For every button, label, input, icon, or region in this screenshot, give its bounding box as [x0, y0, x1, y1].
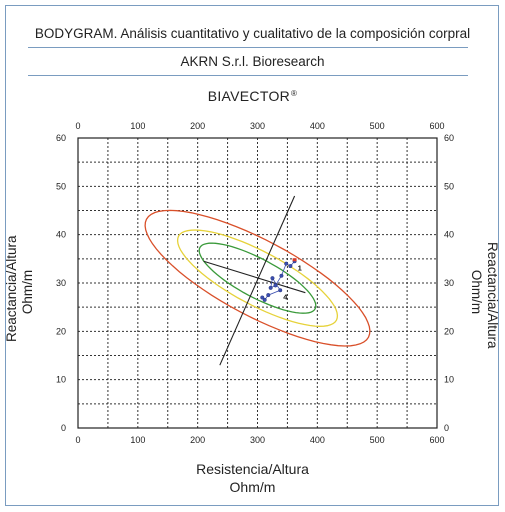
data-point — [260, 295, 265, 300]
x-tick-label-bottom: 0 — [75, 435, 80, 445]
ellipse-axes — [203, 195, 306, 366]
chart-title: BIAVECTOR® — [207, 88, 298, 104]
data-point — [270, 276, 275, 281]
y-tick-label-left: 20 — [56, 326, 66, 336]
data-point — [268, 285, 273, 290]
data-label: 1 — [298, 263, 302, 272]
y-tick-label-left: 0 — [61, 423, 66, 433]
ellipse-95pct — [144, 209, 371, 347]
data-label: 4 — [283, 292, 288, 301]
y-tick-label-right: 0 — [444, 423, 449, 433]
data-point — [262, 297, 267, 302]
report-subtitle: AKRN S.r.l. Bioresearch — [180, 54, 325, 69]
x-axis-label: Resistencia/Altura Ohm/m — [0, 460, 505, 496]
header-divider — [28, 47, 468, 48]
data-points: 14 — [260, 258, 302, 302]
y-tick-label-right: 10 — [444, 375, 454, 385]
x-tick-label-bottom: 100 — [130, 435, 145, 445]
y-axis-label-right-line1: Reactancia/Altura — [485, 242, 500, 349]
report-frame — [5, 5, 499, 506]
data-point — [266, 293, 271, 298]
data-point — [273, 283, 278, 288]
minor-axis — [203, 260, 306, 294]
x-axis-label-line1: Resistencia/Altura — [196, 461, 309, 477]
x-tick-label-bottom: 600 — [429, 435, 444, 445]
data-point — [279, 273, 284, 278]
report-title: BODYGRAM. Análisis cuantitativo y cualit… — [34, 26, 471, 41]
y-tick-label-right: 30 — [444, 278, 454, 288]
highlight-marker — [292, 258, 297, 262]
y-tick-label-left: 50 — [56, 181, 66, 191]
data-point — [288, 264, 293, 269]
major-axis — [219, 195, 296, 366]
y-axis-label-left: Reactancia/Altura Ohm/m — [4, 235, 36, 342]
grid-lines — [78, 138, 437, 428]
x-tick-label-top: 500 — [370, 121, 385, 131]
y-axis-label-right-line2: Ohm/m — [469, 269, 484, 315]
x-tick-label-top: 100 — [130, 121, 145, 131]
data-point — [284, 261, 289, 266]
x-tick-label-top: 300 — [250, 121, 265, 131]
ellipse-75pct — [176, 229, 339, 327]
x-tick-label-bottom: 300 — [250, 435, 265, 445]
y-tick-label-right: 50 — [444, 181, 454, 191]
x-tick-label-top: 200 — [190, 121, 205, 131]
header-divider-2 — [28, 75, 468, 76]
y-tick-label-left: 10 — [56, 375, 66, 385]
plot-area — [77, 137, 438, 429]
x-tick-label-bottom: 200 — [190, 435, 205, 445]
x-axis-label-line2: Ohm/m — [229, 479, 276, 495]
ellipse-50pct — [198, 242, 317, 314]
y-axis-label-line2: Ohm/m — [20, 269, 35, 315]
x-tick-label-top: 0 — [75, 121, 80, 131]
y-tick-label-right: 60 — [444, 133, 454, 143]
x-tick-label-bottom: 400 — [310, 435, 325, 445]
y-tick-label-left: 30 — [56, 278, 66, 288]
data-point — [278, 288, 283, 293]
plot-border — [77, 137, 438, 429]
y-axis-label-line1: Reactancia/Altura — [4, 235, 19, 342]
x-tick-label-top: 600 — [429, 121, 444, 131]
registered-mark: ® — [291, 89, 298, 98]
y-tick-label-right: 20 — [444, 326, 454, 336]
confidence-ellipses — [144, 209, 371, 347]
y-tick-label-left: 60 — [56, 133, 66, 143]
y-axis-label-right: Reactancia/Altura Ohm/m — [468, 242, 500, 349]
y-tick-label-left: 40 — [56, 230, 66, 240]
y-tick-label-right: 40 — [444, 230, 454, 240]
x-tick-label-bottom: 500 — [370, 435, 385, 445]
x-tick-label-top: 400 — [310, 121, 325, 131]
